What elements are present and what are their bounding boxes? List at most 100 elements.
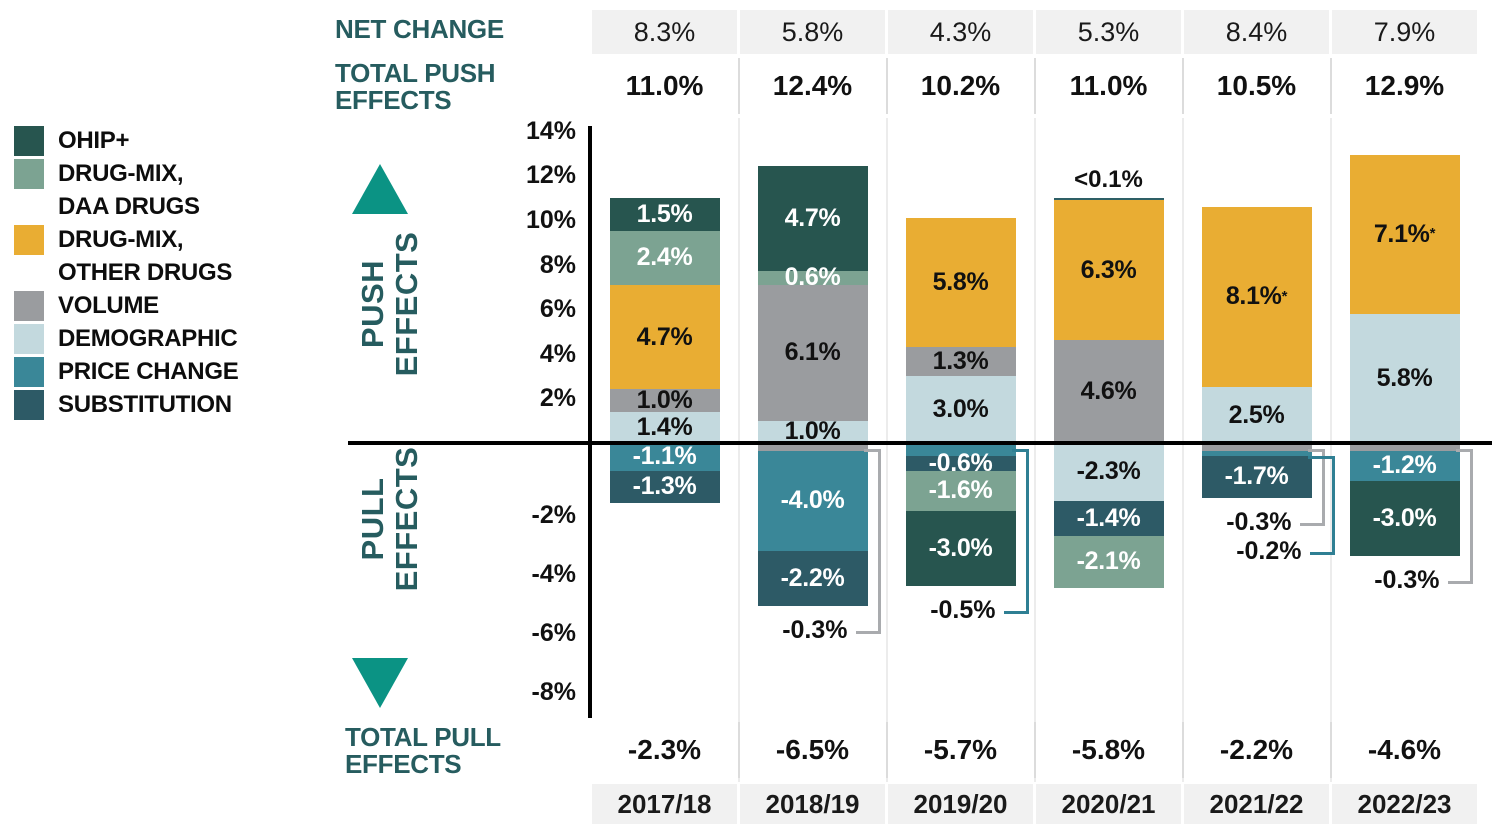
year-cell	[1332, 784, 1477, 824]
bar-segment: 2.5%	[1201, 387, 1312, 443]
legend-label: DEMOGRAPHIC	[58, 325, 238, 352]
total-push-value: 10.2%	[920, 70, 1001, 101]
total-push-value: 11.0%	[625, 70, 704, 101]
bar-segment: 3.0%	[905, 376, 1016, 443]
y-axis-tick-label: -6%	[531, 619, 576, 647]
net-change-value: 7.9%	[1373, 16, 1436, 47]
net-change-cell	[1036, 10, 1181, 54]
bar-segment	[1053, 197, 1164, 200]
total-pull-value: -6.5%	[775, 734, 850, 765]
year-label: 2017/18	[617, 788, 712, 819]
bar-segment	[1201, 450, 1312, 456]
total-pull-value: -2.3%	[627, 734, 702, 765]
bar-segment: -2.3%	[1053, 443, 1164, 501]
bar-segment: -1.4%	[1053, 500, 1164, 536]
legend-label: OHIP+	[58, 127, 130, 154]
y-axis-tick-label: 2%	[539, 384, 576, 413]
y-axis-tick-label: 6%	[539, 295, 576, 324]
total-push-value: 12.9%	[1364, 70, 1445, 101]
callout-bracket-vertical	[1331, 456, 1335, 555]
bar-segment: 8.1% *	[1201, 206, 1312, 388]
bar-segment: -1.6%	[905, 470, 1016, 511]
footer-row-separator	[738, 722, 740, 778]
year-label: 2020/21	[1061, 788, 1156, 819]
callout-bracket-vertical	[1025, 449, 1029, 614]
bar-segment: -3.0%	[905, 510, 1016, 586]
callout-bracket-bottom	[855, 630, 881, 634]
bar-segment	[757, 443, 868, 451]
y-axis-tick-label: 10%	[525, 206, 576, 234]
legend-swatch	[14, 390, 44, 420]
total-push-value: 10.5%	[1216, 70, 1297, 101]
bar-segment: 5.8%	[1349, 313, 1460, 443]
bar-segment: 6.3%	[1053, 199, 1164, 341]
total-pull-value: -5.8%	[1071, 734, 1146, 765]
legend-label: PRICE CHANGE	[58, 358, 239, 385]
legend-label: DRUG-MIX, OTHER DRUGS	[58, 226, 233, 286]
year-label: 2018/19	[765, 788, 860, 819]
callout-label: -0.2%	[1236, 537, 1302, 565]
y-axis-tick-label: -4%	[531, 560, 576, 588]
total-pull-value: -4.6%	[1367, 734, 1442, 765]
column-separator	[886, 118, 888, 782]
y-axis-tick-label: 4%	[539, 339, 576, 368]
footer-row-separator	[886, 722, 888, 778]
threshold-callout-label: <0.1%	[1074, 165, 1143, 193]
footer-row-separator	[1034, 722, 1036, 778]
net-change-cell	[740, 10, 885, 54]
callout-label: -0.3%	[1226, 508, 1292, 536]
callout-bracket-vertical	[877, 449, 881, 634]
bar-segment: -1.3%	[609, 470, 720, 503]
header-row-separator	[1182, 58, 1184, 114]
bar-segment: -3.0%	[1349, 480, 1460, 556]
total-pull-row-label: TOTAL PULL EFFECTS	[345, 722, 501, 779]
year-label: 2021/22	[1209, 788, 1304, 819]
net-change-value: 8.3%	[633, 16, 696, 47]
legend-label: DRUG-MIX, DAA DRUGS	[58, 160, 200, 220]
y-axis-tick-label: 14%	[525, 116, 576, 145]
net-change-cell	[1184, 10, 1329, 54]
year-cell	[888, 784, 1033, 824]
pull-effects-axis-label: PULL EFFECTS	[355, 446, 424, 592]
pull-down-arrow-icon	[352, 658, 408, 708]
bar-segment: -0.6%	[905, 449, 1016, 477]
footer-row-separator	[1182, 722, 1184, 778]
footer-row-separator	[1330, 722, 1332, 778]
callout-bracket-bottom	[1447, 580, 1473, 584]
header-row-separator	[738, 58, 740, 114]
total-pull-value: -2.2%	[1219, 734, 1294, 765]
callout-bracket-top	[1307, 449, 1325, 452]
net-change-cell	[592, 10, 737, 54]
legend-swatch	[14, 159, 44, 189]
y-axis-line	[588, 126, 592, 718]
net-change-value: 4.3%	[929, 16, 992, 47]
callout-label: -0.5%	[930, 595, 996, 624]
net-change-value: 5.3%	[1077, 16, 1140, 47]
year-cell	[1184, 784, 1329, 824]
push-effects-axis-label: PUSH EFFECTS	[355, 231, 424, 377]
legend-swatch	[14, 225, 44, 255]
total-pull-value: -5.7%	[923, 734, 998, 765]
bar-segment: 0.6%	[757, 263, 868, 291]
total-push-value: 11.0%	[1069, 70, 1148, 101]
bar-segment: -2.2%	[757, 550, 868, 606]
bar-segment: -4.0%	[757, 450, 868, 551]
callout-bracket-bottom	[1003, 610, 1029, 614]
net-change-cell	[1332, 10, 1477, 54]
y-axis-tick-label: 8%	[539, 250, 576, 279]
callout-bracket-bottom	[1309, 552, 1335, 555]
net-change-row-label: NET CHANGE	[335, 14, 504, 44]
column-separator	[1330, 118, 1332, 782]
header-row-separator	[1330, 58, 1332, 114]
total-push-value: 12.4%	[772, 70, 853, 101]
legend-swatch	[14, 324, 44, 354]
year-cell	[592, 784, 737, 824]
header-row-separator	[1034, 58, 1036, 114]
callout-bracket-vertical	[1321, 449, 1325, 526]
bar-segment	[905, 443, 1016, 456]
callout-bracket-bottom	[1299, 523, 1325, 526]
callout-bracket-top	[1455, 449, 1473, 452]
year-cell	[1036, 784, 1181, 824]
bar-segment: 1.0%	[757, 417, 868, 445]
bar-segment: 4.7%	[757, 166, 868, 272]
